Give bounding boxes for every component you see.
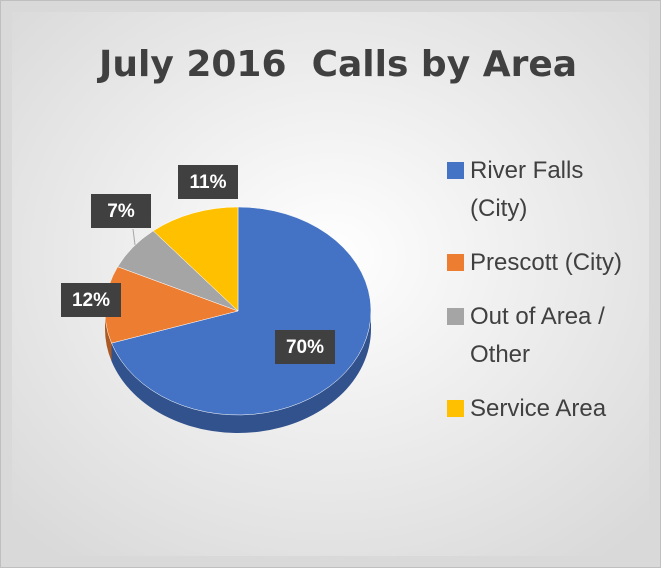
legend-label: Prescott (City) [470, 249, 623, 276]
legend-label: River Falls (City) [470, 157, 584, 222]
slice [152, 206, 239, 312]
data-label: 70% [286, 337, 324, 358]
label-box [275, 330, 335, 364]
legend: River Falls (City) Prescott (City) Out of … [447, 152, 627, 444]
legend-item: Service Area [447, 390, 627, 428]
data-label: 12% [72, 290, 110, 311]
legend-item: Prescott (City) [447, 244, 627, 282]
legend-item: Out of Area / Other [447, 298, 627, 374]
label-box [91, 194, 151, 228]
slice-side [105, 311, 112, 362]
legend-swatch [447, 162, 464, 179]
leader-line [132, 228, 136, 246]
chart-title: July 2016 Calls by Area [96, 44, 577, 85]
legend-label: Service Area [470, 395, 607, 422]
legend-label: Out of Area / Other [470, 303, 605, 368]
legend-swatch [447, 308, 464, 325]
slice-side [111, 311, 371, 434]
pie [104, 206, 372, 434]
legend-item: River Falls (City) [447, 152, 627, 228]
data-labels: 70% 12% 7% 11% [61, 165, 335, 364]
data-label: 11% [190, 172, 227, 193]
label-box [61, 283, 121, 317]
legend-swatch [447, 254, 464, 271]
label-box [178, 165, 238, 199]
data-label: 7% [107, 201, 135, 222]
legend-swatch [447, 400, 464, 417]
